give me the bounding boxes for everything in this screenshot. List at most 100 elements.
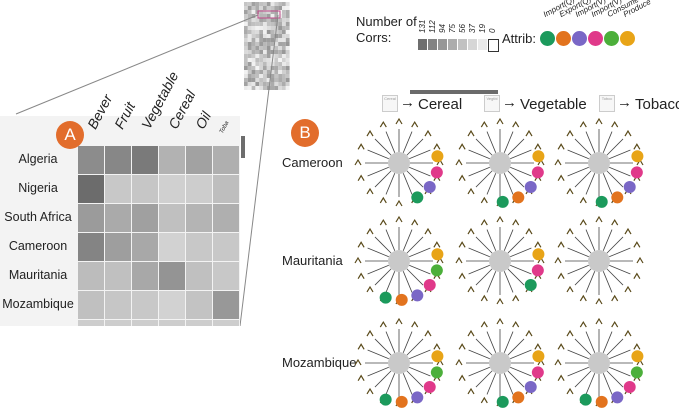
correlation-glyph[interactable] bbox=[549, 211, 649, 311]
matrix-cell[interactable] bbox=[213, 233, 239, 261]
matrix-cell[interactable] bbox=[186, 291, 212, 319]
overview-cell bbox=[244, 18, 248, 22]
matrix-cell[interactable] bbox=[105, 291, 131, 319]
overview-cell bbox=[282, 66, 286, 70]
matrix-cell[interactable] bbox=[186, 233, 212, 261]
overview-cell bbox=[251, 62, 256, 66]
glyph-attribute-dot bbox=[423, 381, 436, 394]
glyph-spoke bbox=[409, 264, 431, 275]
matrix-cell[interactable] bbox=[159, 291, 185, 319]
matrix-cell[interactable] bbox=[213, 204, 239, 232]
glyph-spoke bbox=[486, 229, 497, 251]
panel-b-scrollbar[interactable] bbox=[410, 90, 498, 94]
overview-cell bbox=[274, 6, 279, 10]
glyph-spoke bbox=[475, 268, 493, 286]
overview-cell bbox=[282, 50, 286, 54]
overview-heatmap[interactable] bbox=[244, 2, 290, 90]
glyph-spoke bbox=[510, 166, 532, 177]
glyph-attribute-dot bbox=[524, 381, 537, 394]
matrix-cell[interactable] bbox=[78, 262, 104, 290]
overview-cell bbox=[285, 42, 290, 46]
glyph-spoke bbox=[402, 173, 413, 195]
correlation-glyph[interactable] bbox=[549, 113, 649, 213]
overview-cell bbox=[278, 78, 282, 82]
correlation-glyph[interactable] bbox=[450, 313, 550, 413]
matrix-cell[interactable] bbox=[105, 233, 131, 261]
overview-cell bbox=[270, 6, 275, 10]
glyph-spoke bbox=[468, 247, 490, 258]
matrix-cell[interactable] bbox=[186, 204, 212, 232]
matrix-cell[interactable] bbox=[186, 262, 212, 290]
overview-cell bbox=[282, 42, 286, 46]
matrix-cell[interactable] bbox=[78, 175, 104, 203]
matrix-cell[interactable] bbox=[132, 175, 158, 203]
matrix-cell[interactable] bbox=[132, 146, 158, 174]
overview-cell bbox=[247, 38, 252, 42]
glyph-spoke bbox=[602, 373, 613, 395]
matrix-cell[interactable] bbox=[78, 291, 104, 319]
flow-label: Cereal bbox=[418, 96, 463, 113]
matrix-cell[interactable] bbox=[78, 233, 104, 261]
glyph-tip bbox=[633, 272, 641, 279]
overview-cell bbox=[263, 58, 267, 62]
matrix-cell[interactable] bbox=[159, 204, 185, 232]
matrix-cell[interactable] bbox=[105, 175, 131, 203]
glyph-tip bbox=[557, 272, 565, 279]
glyph-attribute-dot bbox=[395, 293, 408, 306]
overview-cell bbox=[285, 70, 290, 74]
overview-cell bbox=[285, 54, 290, 58]
matrix-cell[interactable] bbox=[213, 146, 239, 174]
correlation-glyph[interactable] bbox=[349, 313, 449, 413]
glyph-tip bbox=[579, 320, 587, 328]
glyph-grid: Cameroon Mauritania Mozambique bbox=[268, 115, 679, 416]
glyph-tip bbox=[433, 143, 441, 150]
overview-cell bbox=[263, 30, 267, 34]
matrix-cell[interactable] bbox=[78, 146, 104, 174]
matrix-cell[interactable] bbox=[105, 262, 131, 290]
glyph-tip bbox=[455, 158, 463, 166]
correlation-glyph[interactable] bbox=[349, 113, 449, 213]
matrix-cell[interactable] bbox=[213, 291, 239, 319]
attrib-label: Attrib: bbox=[502, 31, 536, 46]
glyph-spoke bbox=[367, 264, 389, 275]
matrix-column-label: Bever bbox=[84, 91, 116, 132]
matrix-cell[interactable] bbox=[186, 175, 212, 203]
correlation-glyph[interactable] bbox=[450, 113, 550, 213]
glyph-attribute-dot bbox=[532, 248, 545, 261]
matrix-cell[interactable] bbox=[132, 291, 158, 319]
glyph-spoke bbox=[475, 338, 493, 356]
matrix-cell[interactable] bbox=[132, 204, 158, 232]
matrix-scrollbar[interactable] bbox=[241, 136, 245, 158]
matrix-cell[interactable] bbox=[132, 262, 158, 290]
matrix-cell[interactable] bbox=[159, 233, 185, 261]
glyph-spoke bbox=[585, 271, 596, 293]
overview-cell bbox=[282, 62, 286, 66]
overview-cell bbox=[263, 6, 267, 10]
glyph-attribute-dot bbox=[379, 393, 392, 406]
correlation-glyph[interactable] bbox=[450, 211, 550, 311]
overview-cell bbox=[278, 34, 282, 38]
overview-cell bbox=[259, 22, 263, 26]
overview-cell bbox=[244, 10, 248, 14]
overview-cell bbox=[274, 54, 279, 58]
glyph-spoke bbox=[503, 373, 514, 395]
matrix-cell[interactable] bbox=[213, 262, 239, 290]
overview-cell bbox=[278, 82, 282, 86]
glyph-spoke bbox=[585, 229, 596, 251]
matrix-cell[interactable] bbox=[186, 146, 212, 174]
matrix-cell[interactable] bbox=[159, 146, 185, 174]
correlation-glyph[interactable] bbox=[349, 211, 449, 311]
matrix-cell[interactable] bbox=[105, 204, 131, 232]
glyph-tip bbox=[512, 218, 520, 226]
matrix-cell[interactable] bbox=[213, 175, 239, 203]
correlation-matrix[interactable] bbox=[78, 146, 240, 326]
matrix-cell[interactable] bbox=[159, 262, 185, 290]
matrix-cell[interactable] bbox=[159, 175, 185, 203]
overview-cell bbox=[266, 10, 271, 14]
glyph-row-label: Mozambique bbox=[282, 355, 357, 370]
matrix-cell[interactable] bbox=[132, 233, 158, 261]
matrix-cell[interactable] bbox=[78, 204, 104, 232]
matrix-cell[interactable] bbox=[105, 146, 131, 174]
correlation-glyph[interactable] bbox=[549, 313, 649, 413]
overview-cell bbox=[259, 46, 263, 50]
